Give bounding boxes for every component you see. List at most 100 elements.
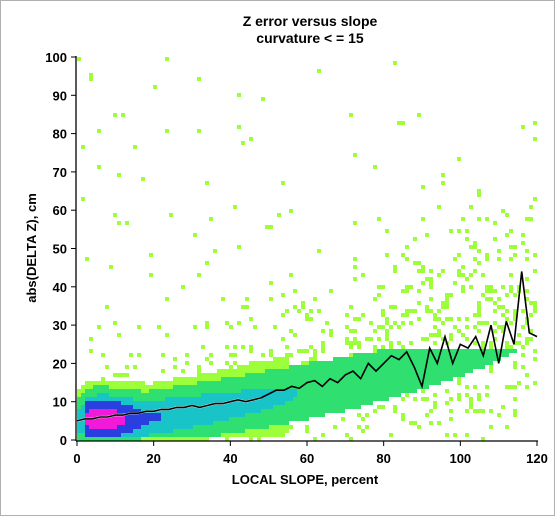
density-cell	[141, 437, 145, 441]
density-cell	[357, 317, 361, 321]
density-cell	[181, 285, 185, 289]
density-cell	[285, 377, 289, 381]
density-cell	[349, 393, 353, 397]
density-cell	[209, 393, 213, 397]
density-cell	[305, 377, 309, 381]
density-cell	[173, 365, 177, 369]
density-cell	[477, 329, 481, 333]
density-cell	[173, 397, 177, 401]
density-cell	[129, 429, 133, 433]
density-cell	[429, 333, 433, 337]
density-cell	[465, 229, 469, 233]
density-cell	[241, 141, 245, 145]
density-cell	[377, 369, 381, 373]
density-cell	[313, 405, 317, 409]
density-cell	[489, 369, 493, 373]
density-cell	[513, 313, 517, 317]
density-cell	[189, 397, 193, 401]
density-cell	[341, 401, 345, 405]
density-cell	[409, 389, 413, 393]
density-cell	[485, 257, 489, 261]
density-cell	[421, 281, 425, 285]
density-cell	[313, 401, 317, 405]
density-cell	[353, 361, 357, 365]
density-cell	[213, 373, 217, 377]
density-cell	[277, 377, 281, 381]
density-cell	[417, 369, 421, 373]
density-cell	[501, 349, 505, 353]
density-cell	[369, 357, 373, 361]
density-cell	[113, 373, 117, 377]
density-cell	[125, 385, 129, 389]
density-cell	[189, 381, 193, 385]
density-cell	[221, 397, 225, 401]
density-cell	[149, 405, 153, 409]
density-cell	[197, 429, 201, 433]
density-cell	[89, 401, 93, 405]
density-cell	[361, 397, 365, 401]
density-cell	[173, 381, 177, 385]
density-cell	[321, 393, 325, 397]
density-cell	[305, 429, 309, 433]
density-cell	[89, 397, 93, 401]
density-cell	[181, 369, 185, 373]
density-cell	[441, 353, 445, 357]
density-cell	[89, 421, 93, 425]
density-cell	[341, 409, 345, 413]
density-cell	[109, 405, 113, 409]
density-cell	[449, 337, 453, 341]
density-cell	[477, 353, 481, 357]
density-cell	[301, 389, 305, 393]
density-cell	[417, 361, 421, 365]
density-cell	[269, 297, 273, 301]
density-cell	[237, 125, 241, 129]
density-cell	[429, 269, 433, 273]
density-cell	[201, 393, 205, 397]
density-cell	[133, 381, 137, 385]
density-cell	[81, 397, 85, 401]
density-cell	[213, 389, 217, 393]
density-cell	[249, 393, 253, 397]
density-cell	[121, 385, 125, 389]
density-cell	[369, 353, 373, 357]
density-cell	[517, 333, 521, 337]
density-cell	[373, 365, 377, 369]
density-cell	[345, 381, 349, 385]
density-cell	[209, 373, 213, 377]
density-cell	[129, 393, 133, 397]
density-cell	[161, 409, 165, 413]
density-cell	[369, 393, 373, 397]
density-cell	[501, 313, 505, 317]
density-cell	[477, 393, 481, 397]
density-cell	[377, 293, 381, 297]
density-cell	[273, 397, 277, 401]
density-cell	[225, 321, 229, 325]
density-cell	[441, 305, 445, 309]
density-cell	[253, 413, 257, 417]
density-cell	[185, 429, 189, 433]
density-cell	[353, 405, 357, 409]
density-cell	[141, 417, 145, 421]
density-cell	[385, 385, 389, 389]
density-cell	[173, 433, 177, 437]
density-cell	[489, 349, 493, 353]
density-cell	[313, 361, 317, 365]
density-cell	[157, 417, 161, 421]
density-cell	[157, 405, 161, 409]
density-cell	[317, 365, 321, 369]
density-cell	[317, 413, 321, 417]
density-cell	[429, 309, 433, 313]
density-cell	[205, 421, 209, 425]
density-cell	[109, 437, 113, 441]
density-cell	[281, 357, 285, 361]
density-cell	[185, 385, 189, 389]
density-cell	[305, 373, 309, 377]
density-cell	[93, 393, 97, 397]
density-cell	[201, 377, 205, 381]
density-cell	[341, 417, 345, 421]
density-cell	[449, 373, 453, 377]
density-cell	[373, 361, 377, 365]
density-cell	[501, 329, 505, 333]
density-cell	[81, 385, 85, 389]
density-cell	[257, 393, 261, 397]
